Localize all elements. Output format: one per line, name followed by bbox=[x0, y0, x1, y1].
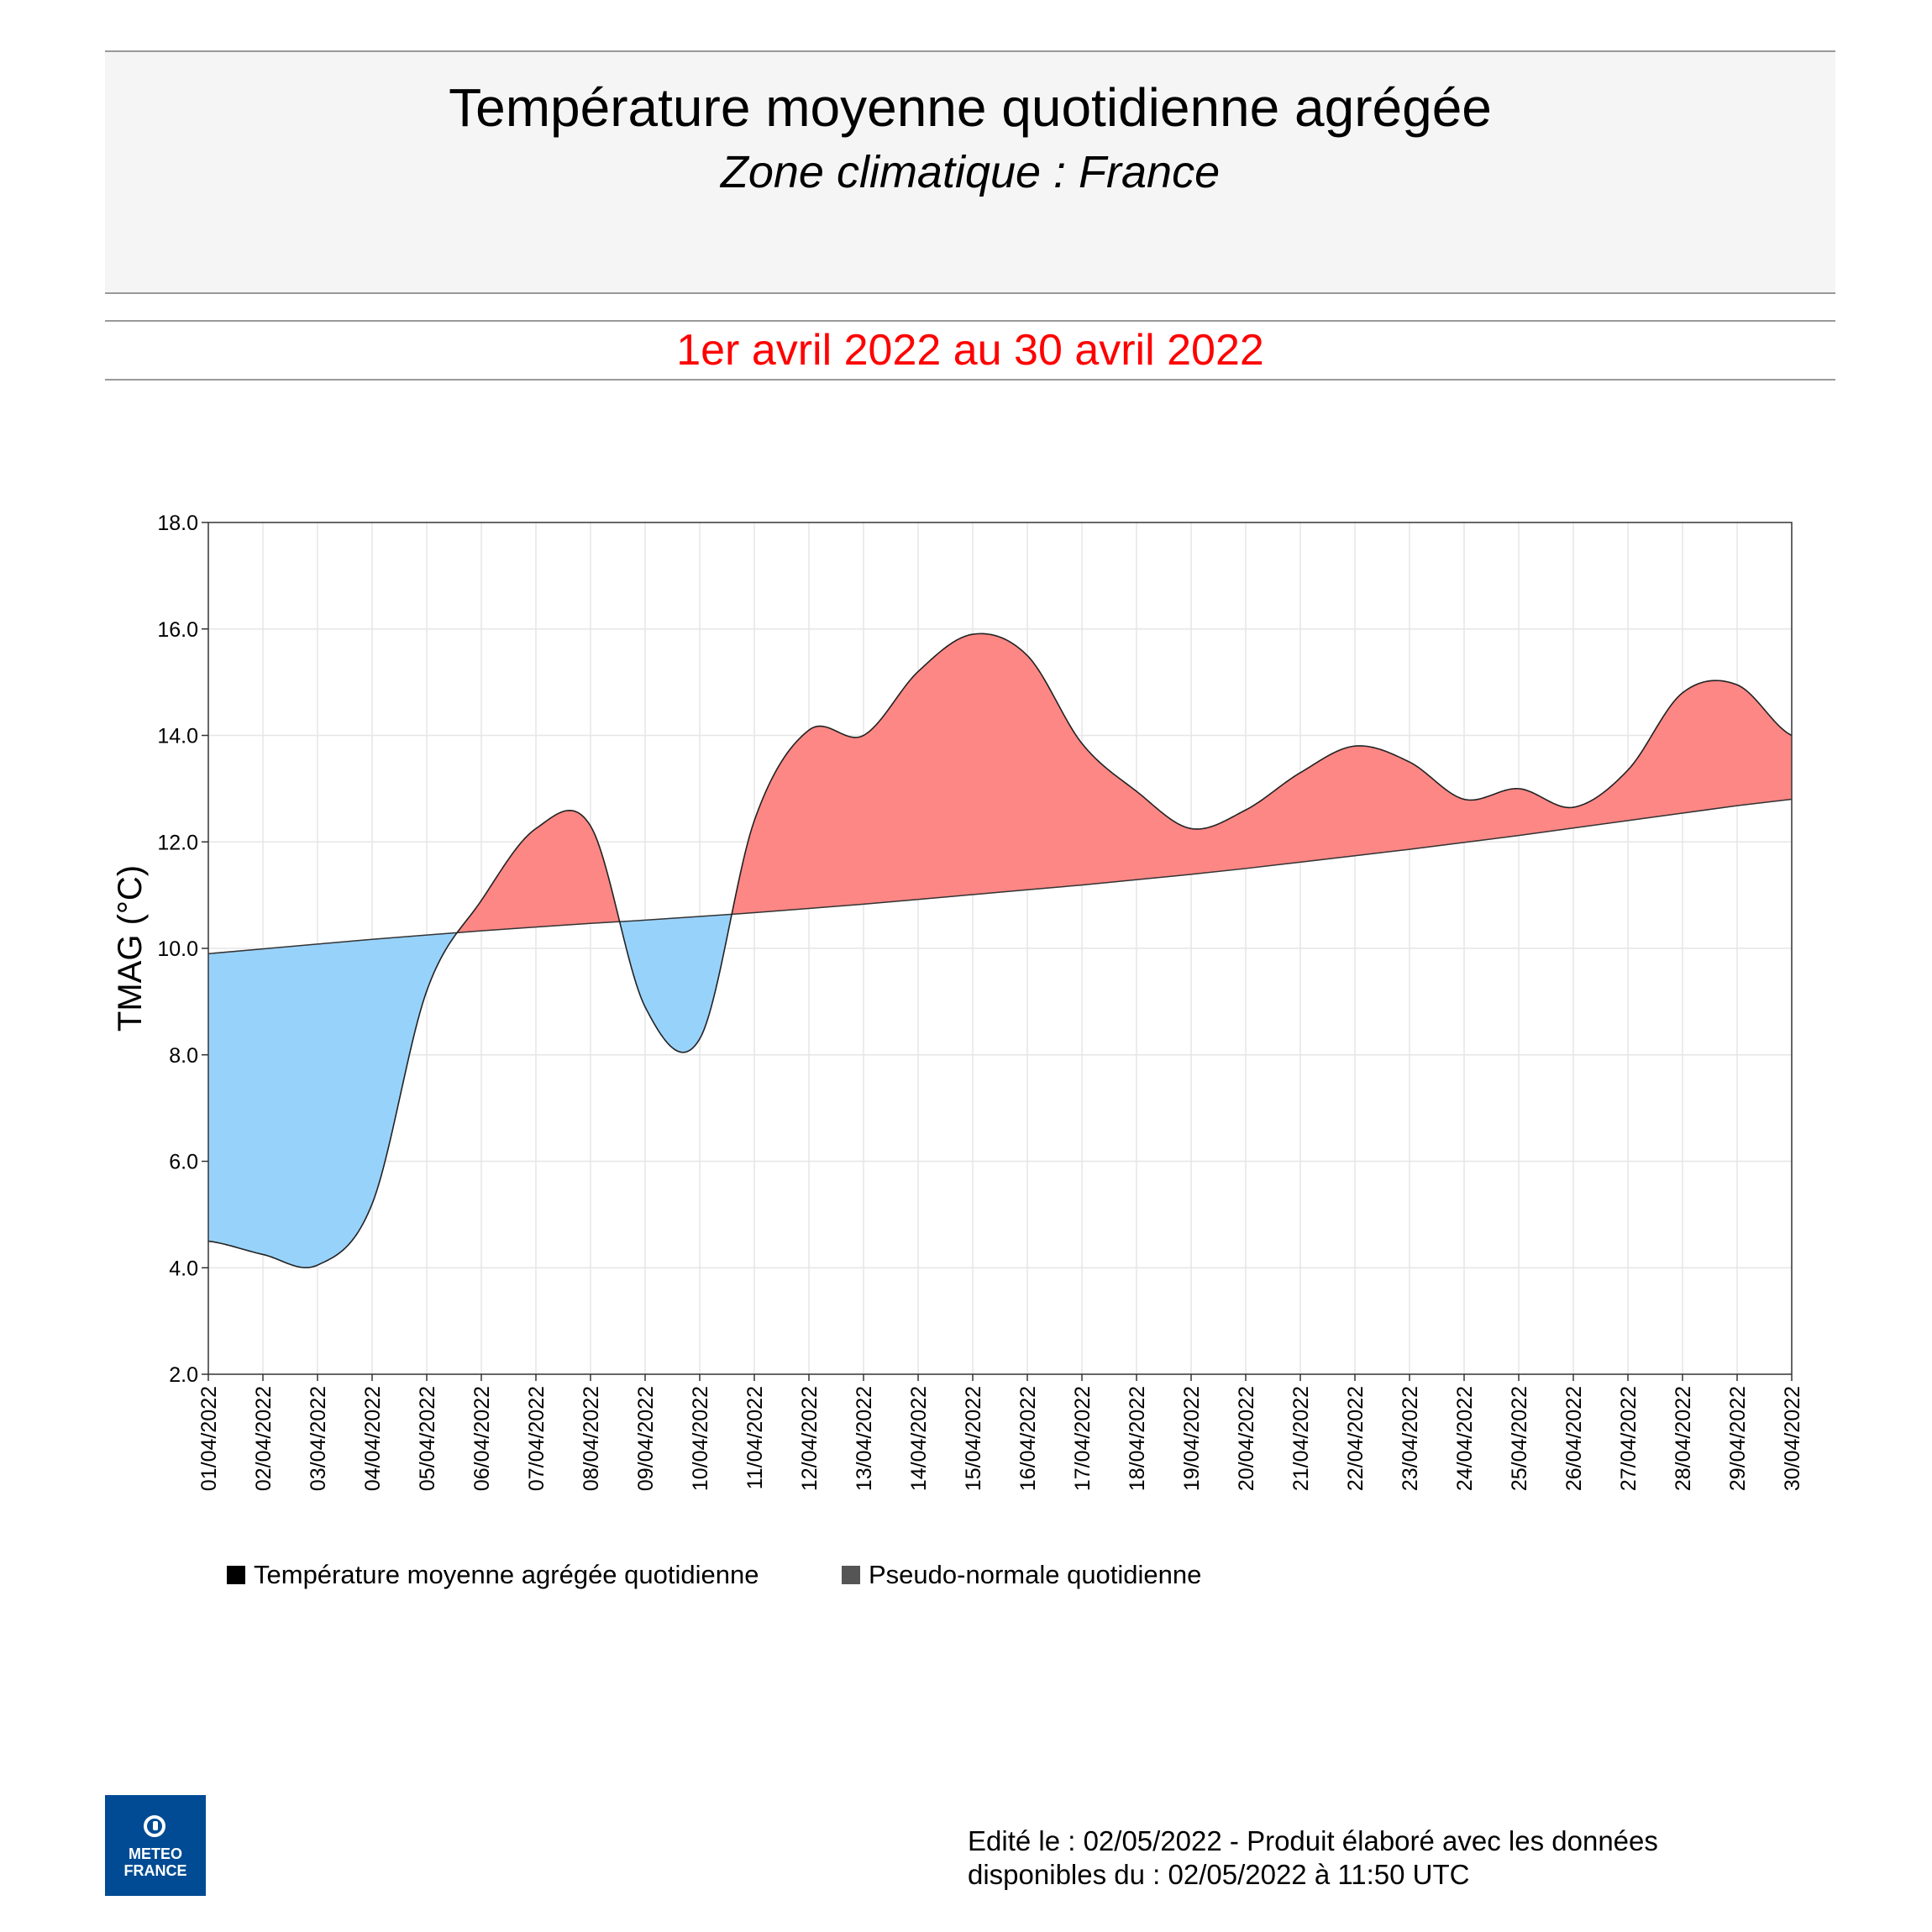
x-tick-label: 01/04/2022 bbox=[197, 1386, 221, 1491]
y-tick-label: 6.0 bbox=[169, 1151, 198, 1174]
page-subtitle: Zone climatique : France bbox=[720, 147, 1221, 197]
logo-mark-icon bbox=[144, 1815, 165, 1837]
period-panel: 1er avril 2022 au 30 avril 2022 bbox=[105, 320, 1835, 381]
x-tick-label: 22/04/2022 bbox=[1344, 1386, 1368, 1491]
logo-line2: FRANCE bbox=[123, 1862, 187, 1879]
x-tick-label: 05/04/2022 bbox=[416, 1386, 439, 1491]
page-title: Température moyenne quotidienne agrégée bbox=[449, 77, 1492, 138]
y-tick-label: 2.0 bbox=[169, 1363, 198, 1387]
x-tick-label: 20/04/2022 bbox=[1235, 1386, 1258, 1491]
anomaly-areas bbox=[208, 633, 1792, 1268]
x-tick-label: 08/04/2022 bbox=[580, 1386, 603, 1491]
legend-label-normal: Pseudo-normale quotidienne bbox=[869, 1560, 1202, 1589]
x-tick-label: 07/04/2022 bbox=[525, 1386, 549, 1491]
x-tick-label: 23/04/2022 bbox=[1399, 1386, 1422, 1491]
meteo-france-logo: METEO FRANCE bbox=[105, 1795, 206, 1896]
y-tick-label: 16.0 bbox=[157, 618, 198, 642]
series-line-pseudo-normale bbox=[207, 798, 1793, 955]
x-tick-label: 26/04/2022 bbox=[1562, 1386, 1586, 1491]
series-lines bbox=[207, 633, 1793, 1268]
y-tick-label: 8.0 bbox=[169, 1044, 198, 1068]
x-tick-label: 15/04/2022 bbox=[962, 1386, 985, 1491]
y-axis-label: TMAG (°C) bbox=[112, 865, 149, 1032]
area-below-normal bbox=[208, 932, 458, 1268]
footer-line2: disponibles du : 02/05/2022 à 11:50 UTC bbox=[968, 1859, 1470, 1890]
x-axis-ticks: 01/04/2022 02/04/2022 03/04/2022 04/04/2022… bbox=[197, 1374, 1804, 1491]
x-tick-label: 25/04/2022 bbox=[1508, 1386, 1531, 1491]
x-tick-label: 24/04/2022 bbox=[1453, 1386, 1477, 1491]
x-tick-label: 18/04/2022 bbox=[1126, 1386, 1149, 1491]
footer-note: Edité le : 02/05/2022 - Produit élaboré … bbox=[968, 1824, 1658, 1892]
x-tick-label: 17/04/2022 bbox=[1071, 1386, 1095, 1491]
x-tick-label: 28/04/2022 bbox=[1672, 1386, 1695, 1491]
x-tick-label: 04/04/2022 bbox=[361, 1386, 385, 1491]
y-tick-label: 4.0 bbox=[169, 1257, 198, 1280]
x-tick-label: 09/04/2022 bbox=[634, 1386, 658, 1491]
x-tick-label: 12/04/2022 bbox=[798, 1386, 822, 1491]
y-tick-label: 12.0 bbox=[157, 831, 198, 854]
y-tick-label: 14.0 bbox=[157, 725, 198, 748]
y-tick-label: 18.0 bbox=[157, 512, 198, 535]
x-tick-label: 11/04/2022 bbox=[743, 1386, 767, 1489]
legend-swatch-normal bbox=[842, 1566, 860, 1584]
x-tick-label: 10/04/2022 bbox=[689, 1386, 712, 1491]
legend-label-temperature: Température moyenne agrégée quotidienne bbox=[254, 1560, 759, 1589]
y-tick-label: 10.0 bbox=[157, 937, 198, 961]
x-tick-label: 14/04/2022 bbox=[907, 1386, 931, 1491]
period-label: 1er avril 2022 au 30 avril 2022 bbox=[676, 326, 1264, 375]
legend-item-normal[interactable]: Pseudo-normale quotidienne bbox=[842, 1558, 1201, 1592]
x-tick-label: 13/04/2022 bbox=[853, 1386, 876, 1491]
series-line-temperature bbox=[207, 633, 1793, 1268]
area-below-normal bbox=[619, 914, 732, 1053]
legend-swatch-temperature bbox=[227, 1566, 245, 1584]
area-above-normal bbox=[732, 633, 1792, 915]
legend-item-temperature[interactable]: Température moyenne agrégée quotidienne bbox=[227, 1558, 759, 1592]
x-tick-label: 19/04/2022 bbox=[1180, 1386, 1204, 1491]
x-tick-label: 27/04/2022 bbox=[1617, 1386, 1641, 1491]
logo-line1: METEO bbox=[128, 1845, 182, 1862]
x-tick-label: 02/04/2022 bbox=[252, 1386, 276, 1491]
x-tick-label: 30/04/2022 bbox=[1781, 1386, 1804, 1491]
x-tick-label: 03/04/2022 bbox=[307, 1386, 330, 1491]
x-tick-label: 21/04/2022 bbox=[1289, 1386, 1313, 1491]
footer-line1: Edité le : 02/05/2022 - Produit élaboré … bbox=[968, 1825, 1658, 1856]
x-tick-label: 16/04/2022 bbox=[1016, 1386, 1040, 1491]
x-tick-label: 29/04/2022 bbox=[1726, 1386, 1750, 1491]
x-tick-label: 06/04/2022 bbox=[470, 1386, 494, 1491]
area-above-normal bbox=[457, 810, 620, 933]
header-panel: Température moyenne quotidienne agrégée … bbox=[105, 50, 1835, 294]
y-axis-ticks: 2.0 4.0 6.0 8.0 10.0 12.0 14.0 16.0 18.0 bbox=[157, 512, 208, 1387]
